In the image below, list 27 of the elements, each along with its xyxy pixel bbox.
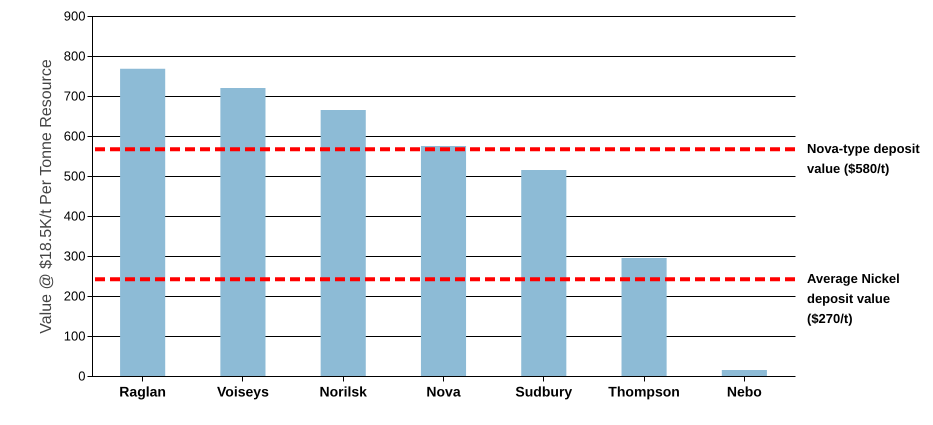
ref-line-label: Nova-type deposit value ($580/t) [807,141,920,176]
bar [622,258,667,376]
ref-line-label: Average Nickel deposit value ($270/t) [807,271,900,326]
y-tick-label: 300 [64,248,86,264]
x-tick-label: Raglan [119,384,166,400]
bar [220,88,266,376]
x-tick-label: Norilsk [319,384,368,400]
y-tick-label: 700 [64,88,86,104]
y-tick-label: 100 [64,328,86,344]
x-tick-label: Voiseys [216,384,270,400]
y-tick-label: 400 [64,208,86,224]
x-tick-label: Nebo [726,384,762,400]
bar [722,370,767,376]
y-tick-label: 200 [64,288,86,304]
y-tick-label: 0 [78,368,86,384]
y-tick-label: 600 [64,128,86,144]
bar [120,68,166,376]
bar [521,170,566,376]
bar [320,110,366,376]
y-tick-label: 800 [64,48,86,64]
x-tick-label: Sudbury [515,384,572,400]
y-tick-label: 500 [64,168,86,184]
x-tick-label: Thompson [608,384,680,400]
x-tick-label: Nova [426,384,461,400]
y-tick-label: 900 [64,8,86,24]
y-axis-title: Value @ $18.5K/t Per Tonne Resource [38,59,55,334]
bar [420,146,466,376]
